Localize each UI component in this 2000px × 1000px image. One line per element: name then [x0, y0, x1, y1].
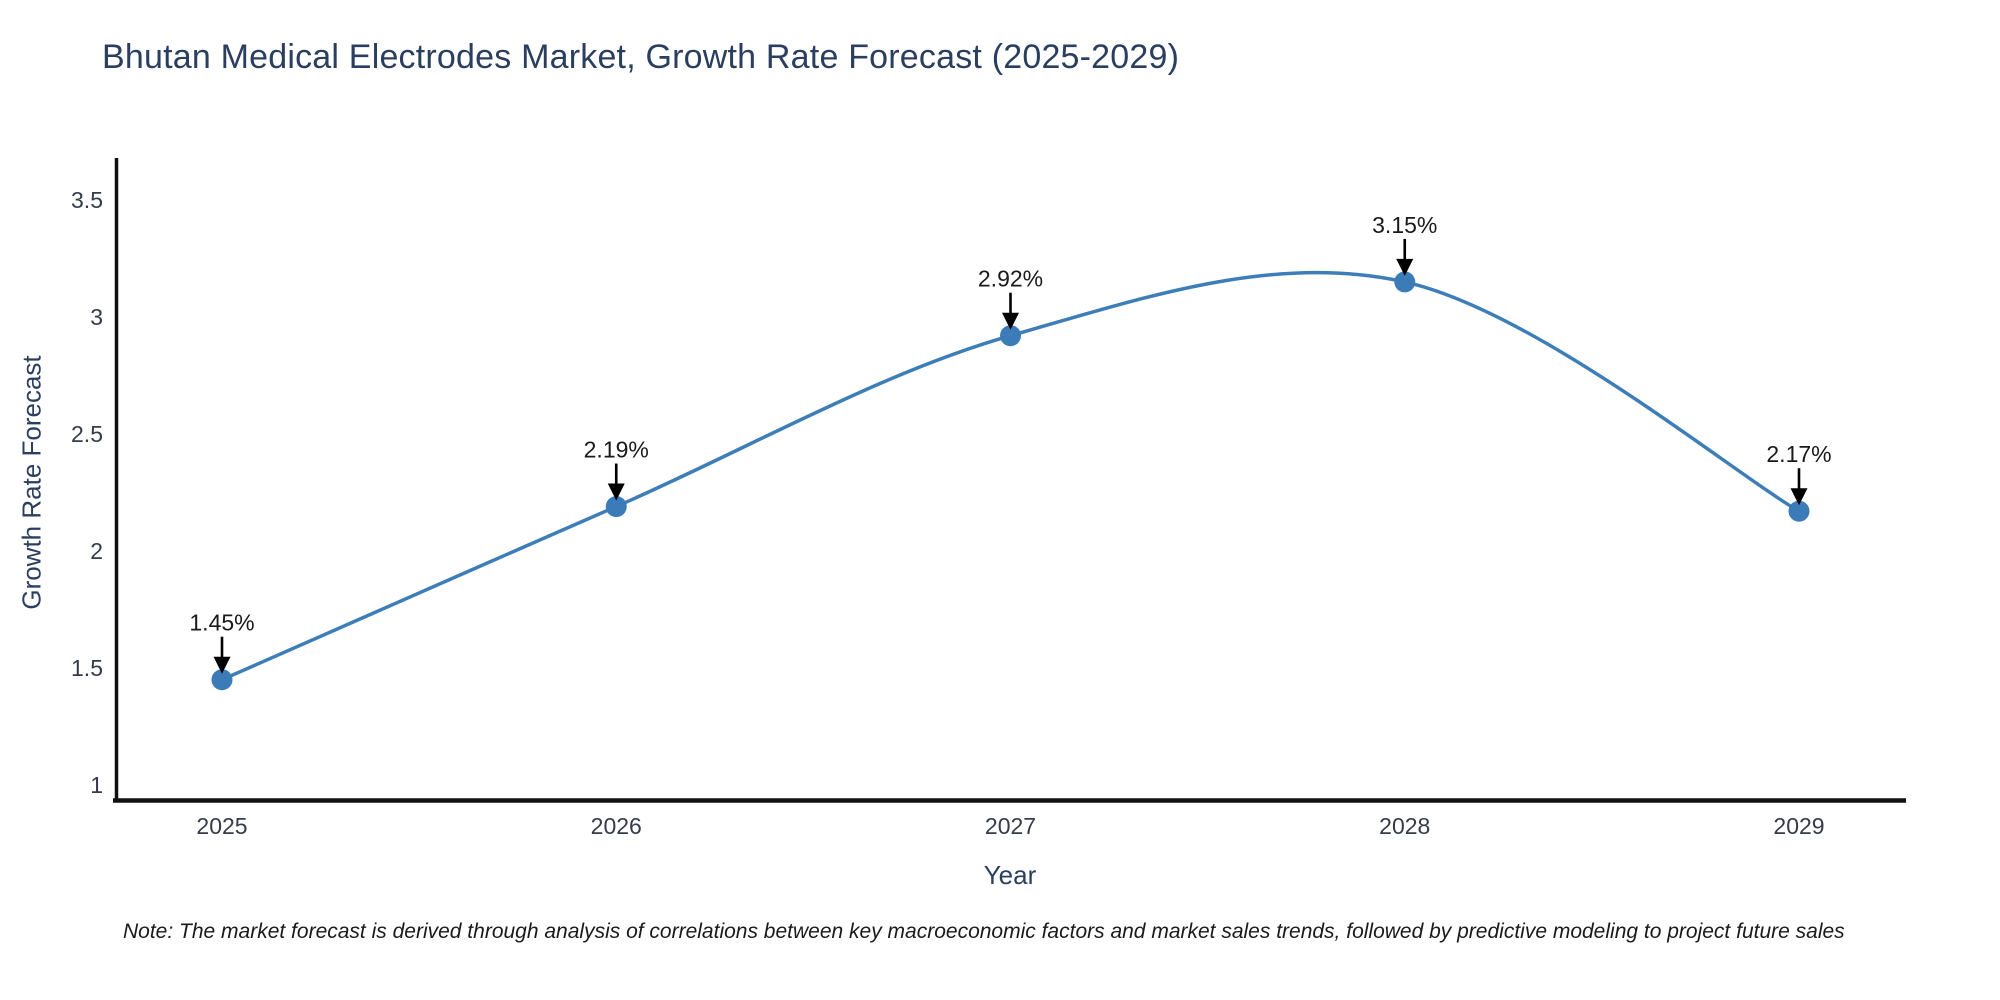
annotation-arrow-head-icon — [1002, 312, 1019, 330]
data-point-marker[interactable] — [1394, 271, 1416, 293]
annotation-arrow-head-icon — [607, 483, 625, 501]
point-annotation-label: 2.92% — [978, 266, 1043, 292]
x-tick-label: 2025 — [196, 813, 247, 839]
annotation-arrow-head-icon — [213, 656, 231, 674]
annotation-arrow-head-icon — [1396, 258, 1414, 276]
y-axis-title: Growth Rate Forecast — [16, 355, 47, 610]
x-axis-title: Year — [983, 860, 1037, 890]
y-tick-label: 3.5 — [71, 187, 103, 213]
data-point-marker[interactable] — [605, 496, 627, 518]
footnote: Note: The market forecast is derived thr… — [123, 920, 1845, 943]
data-point-marker[interactable] — [1000, 325, 1021, 347]
point-annotation-label: 3.15% — [1372, 212, 1437, 238]
x-tick-label: 2029 — [1773, 813, 1824, 839]
y-tick-label: 1.5 — [71, 655, 103, 681]
x-tick-label: 2028 — [1379, 813, 1430, 839]
chart-title: Bhutan Medical Electrodes Market, Growth… — [102, 38, 1180, 76]
x-tick-label: 2026 — [591, 813, 642, 839]
data-point-marker[interactable] — [211, 669, 233, 691]
annotation-arrow-head-icon — [1790, 488, 1808, 506]
y-tick-label: 2 — [90, 538, 103, 564]
y-tick-label: 3 — [90, 304, 103, 330]
x-tick-label: 2027 — [985, 813, 1036, 839]
point-annotation-label: 1.45% — [189, 610, 254, 636]
data-point-marker[interactable] — [1788, 500, 1810, 522]
y-tick-label: 2.5 — [71, 421, 103, 447]
point-annotation-label: 2.17% — [1766, 441, 1831, 467]
point-annotation-label: 2.19% — [584, 437, 649, 463]
y-tick-label: 1 — [90, 772, 103, 798]
